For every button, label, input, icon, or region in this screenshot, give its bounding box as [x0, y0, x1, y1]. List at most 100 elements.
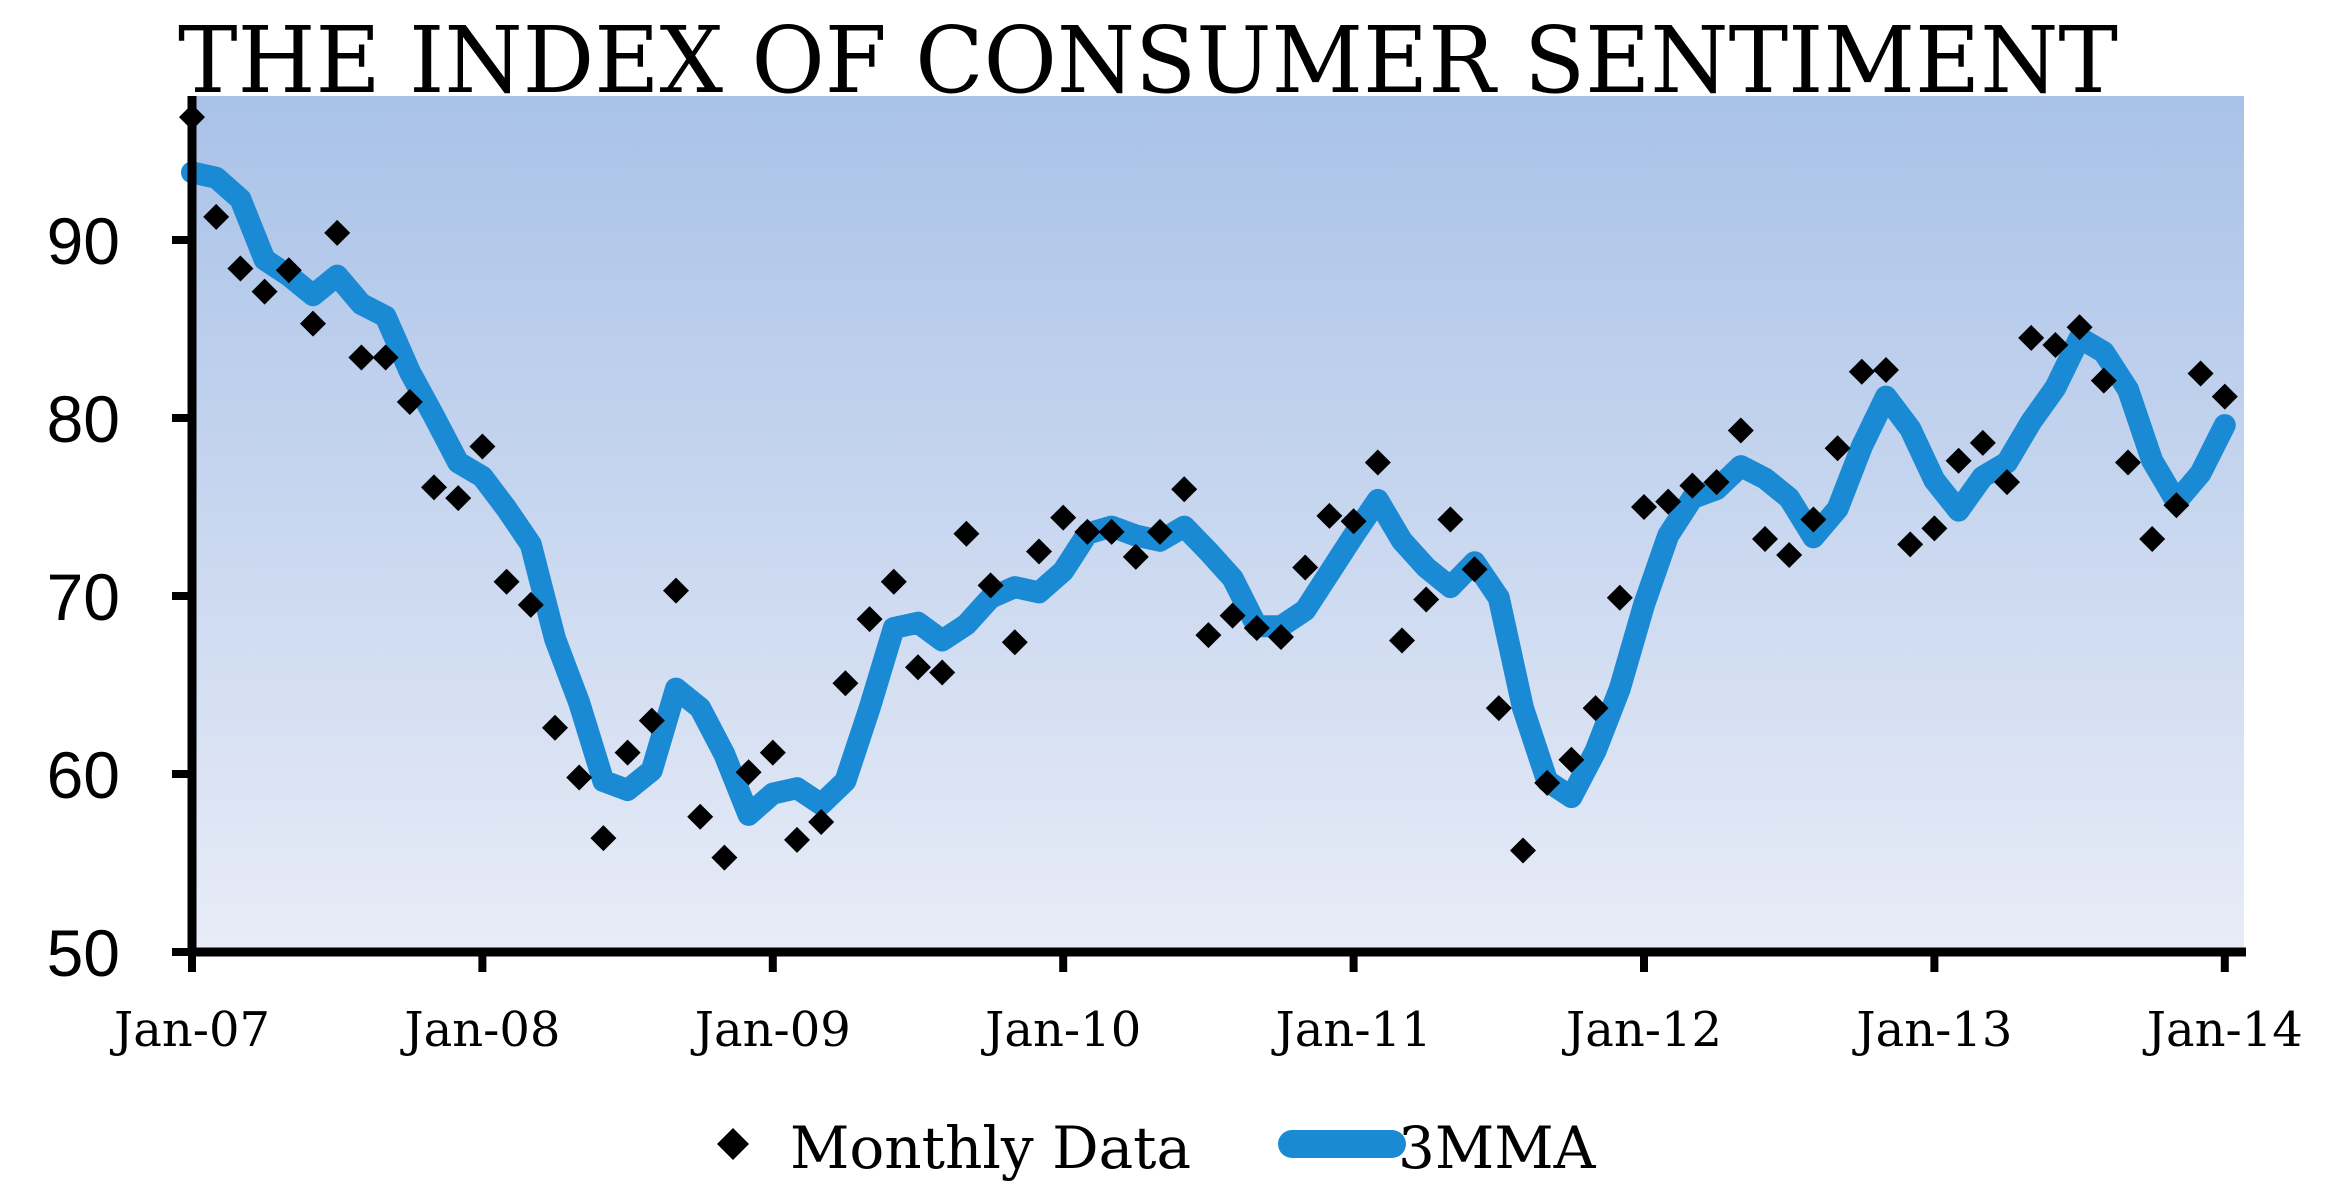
legend-diamond-icon: [717, 1128, 749, 1160]
monthly-data-point: [1485, 695, 1512, 722]
monthly-data-point: [1534, 769, 1561, 796]
monthly-data-point: [759, 739, 786, 766]
monthly-data-point: [1969, 429, 1996, 456]
monthly-data-point: [856, 606, 883, 633]
monthly-data-point: [1994, 469, 2020, 496]
monthly-data-point: [2090, 367, 2117, 394]
y-tick-label: 50: [47, 916, 120, 990]
monthly-data-point: [1437, 506, 1464, 533]
three-month-average-line: [181, 161, 2236, 826]
monthly-data-point: [2163, 492, 2190, 519]
monthly-data-point: [614, 739, 641, 766]
monthly-data-point: [1074, 518, 1101, 545]
monthly-data-point: [1026, 538, 1052, 565]
monthly-data-point: [1098, 518, 1125, 545]
legend-monthly-data-label: Monthly Data: [790, 1114, 1191, 1182]
monthly-data-point: [1268, 623, 1294, 650]
monthly-data-point: [1679, 472, 1706, 499]
monthly-data-point: [1848, 358, 1875, 385]
monthly-data-point: [808, 809, 835, 836]
monthly-data-point: [880, 568, 907, 595]
monthly-data-point: [977, 572, 1004, 599]
monthly-data-point: [1703, 469, 1730, 496]
monthly-data-point: [1655, 488, 1682, 515]
monthly-data-point: [929, 659, 956, 686]
monthly-data-point: [1171, 476, 1198, 503]
x-axis-ticks: Jan-07 Jan-08 Jan-09 Jan-10 Jan-11 Jan-12 Jan-…: [109, 948, 2303, 1058]
y-tick-label: 60: [47, 738, 120, 812]
monthly-data-point: [348, 344, 375, 371]
monthly-data-point: [1897, 531, 1924, 558]
monthly-data-point: [735, 759, 762, 786]
monthly-data-point: [1001, 629, 1028, 656]
monthly-data-point: [1316, 502, 1343, 529]
monthly-data-point: [421, 474, 447, 501]
monthly-data-point: [1292, 554, 1319, 581]
monthly-data-point: [1582, 695, 1609, 722]
monthly-data-markers: [179, 104, 2238, 871]
monthly-data-point: [493, 568, 520, 595]
monthly-data-point: [1945, 447, 1972, 474]
monthly-data-point: [396, 388, 423, 415]
monthly-data-point: [1147, 518, 1173, 545]
x-tick-label: Jan-08: [399, 1002, 560, 1058]
monthly-data-point: [1219, 602, 1246, 629]
monthly-data-point: [1558, 746, 1585, 773]
monthly-data-point: [2018, 324, 2045, 351]
y-tick-label: 90: [47, 204, 120, 278]
monthly-data-point: [1776, 542, 1803, 569]
monthly-data-point: [590, 825, 617, 852]
monthly-data-point: [300, 310, 326, 337]
monthly-data-point: [1727, 417, 1754, 444]
monthly-data-point: [1050, 504, 1077, 531]
monthly-data-point: [1631, 494, 1657, 520]
y-tick-label: 80: [47, 382, 120, 456]
monthly-data-point: [251, 278, 278, 305]
monthly-data-point: [324, 219, 351, 246]
monthly-data-point: [227, 255, 254, 282]
monthly-data-point: [2211, 383, 2238, 410]
monthly-data-point: [1921, 515, 1948, 542]
monthly-data-point: [2139, 526, 2166, 553]
legend: Monthly Data 3MMA: [717, 1114, 1597, 1182]
monthly-data-point: [638, 707, 665, 734]
monthly-data-point: [1122, 543, 1149, 570]
monthly-data-point: [469, 433, 496, 460]
monthly-data-point: [1800, 506, 1827, 533]
monthly-data-point: [2115, 449, 2141, 476]
monthly-data-point: [1243, 615, 1270, 642]
monthly-data-point: [2066, 314, 2093, 341]
monthly-data-point: [542, 714, 568, 741]
y-axis-ticks: 50 60 70 80 90: [47, 204, 196, 990]
monthly-data-point: [1364, 449, 1391, 476]
monthly-data-point: [1752, 526, 1778, 553]
y-tick-label: 70: [47, 560, 120, 634]
plot-area: [192, 96, 2244, 952]
monthly-data-point: [1606, 584, 1633, 611]
x-tick-label: Jan-09: [690, 1002, 851, 1058]
monthly-data-point: [275, 257, 302, 284]
monthly-data-point: [445, 485, 472, 512]
monthly-data-point: [2187, 360, 2214, 387]
x-tick-label: Jan-12: [1561, 1002, 1722, 1058]
monthly-data-point: [953, 520, 980, 547]
x-tick-label: Jan-11: [1271, 1002, 1432, 1058]
monthly-data-point: [1510, 837, 1536, 864]
legend-3mma-label: 3MMA: [1398, 1114, 1597, 1182]
monthly-data-point: [1340, 508, 1367, 535]
monthly-data-point: [832, 670, 859, 697]
monthly-data-point: [663, 577, 689, 604]
x-tick-label: Jan-10: [980, 1002, 1141, 1058]
monthly-data-point: [2042, 332, 2069, 359]
monthly-data-point: [203, 203, 230, 230]
monthly-data-point: [1824, 435, 1851, 462]
three-month-average-layer: [181, 161, 2236, 826]
monthly-data-point: [1461, 556, 1488, 583]
monthly-data-point: [711, 844, 738, 871]
monthly-data-point: [566, 764, 593, 791]
monthly-data-point: [1413, 586, 1440, 613]
x-tick-label: Jan-14: [2142, 1002, 2303, 1058]
x-tick-label: Jan-13: [1851, 1002, 2012, 1058]
monthly-data-point: [1195, 622, 1222, 649]
